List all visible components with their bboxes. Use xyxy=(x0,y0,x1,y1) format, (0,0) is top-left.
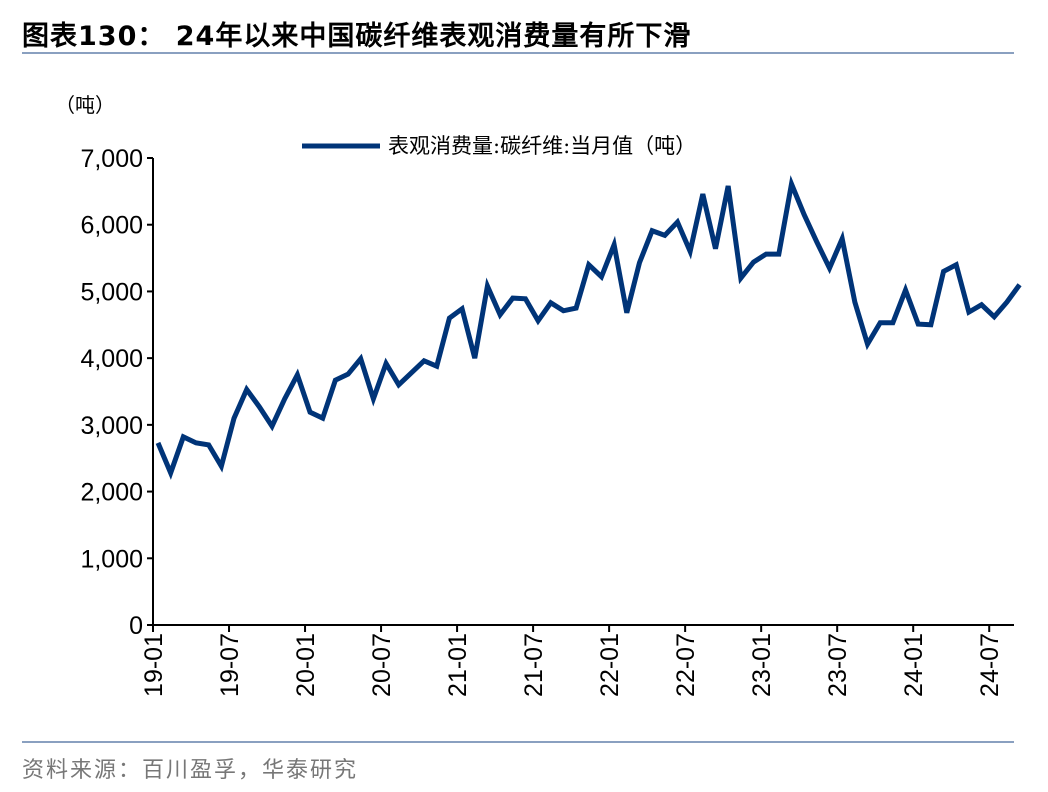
y-axis-label: （吨） xyxy=(55,93,115,117)
y-tick-label: 3,000 xyxy=(80,412,143,440)
x-tick-label: 21-07 xyxy=(520,633,548,697)
x-tick-label: 19-07 xyxy=(216,633,244,697)
y-tick-label: 5,000 xyxy=(80,278,143,306)
x-tick-label: 24-01 xyxy=(900,633,928,697)
legend-label: 表观消费量:碳纤维:当月值（吨） xyxy=(388,134,696,158)
footer-divider xyxy=(22,741,1014,743)
x-tick-label: 21-01 xyxy=(444,633,472,697)
x-tick-label: 19-01 xyxy=(140,633,168,697)
x-tick-label: 20-01 xyxy=(292,633,320,697)
page-title: 图表130： 24年以来中国碳纤维表观消费量有所下滑 xyxy=(22,21,692,52)
y-tick-label: 7,000 xyxy=(80,145,143,173)
x-tick-label: 24-07 xyxy=(976,633,1004,697)
series-line xyxy=(155,175,1022,480)
y-tick-label: 4,000 xyxy=(80,345,143,373)
x-tick-label: 20-07 xyxy=(368,633,396,697)
x-tick-label: 23-07 xyxy=(824,633,852,697)
y-tick-label: 0 xyxy=(129,612,143,640)
source-note: 资料来源：百川盈孚，华泰研究 xyxy=(22,758,359,783)
y-tick-label: 2,000 xyxy=(80,479,143,507)
x-tick-label: 23-01 xyxy=(748,633,776,697)
y-tick-label: 1,000 xyxy=(80,545,143,573)
y-tick-label: 6,000 xyxy=(80,212,143,240)
legend: 表观消费量:碳纤维:当月值（吨） xyxy=(302,134,696,158)
x-tick-label: 22-01 xyxy=(596,633,624,697)
x-tick-label: 22-07 xyxy=(672,633,700,697)
title-divider xyxy=(22,52,1014,54)
